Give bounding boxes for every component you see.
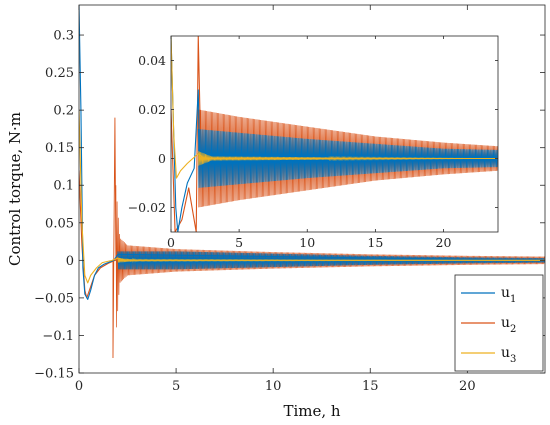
main-y-tick-label: 0.3 <box>53 29 74 44</box>
y-axis-label: Control torque, N·m <box>6 112 24 266</box>
legend-item-u1: u1 <box>461 285 516 305</box>
main-y-tick-label: 0.2 <box>53 104 74 119</box>
legend-label-u1: u1 <box>501 285 516 305</box>
legend-label-base: u <box>501 285 510 301</box>
legend-label-base: u <box>501 345 510 361</box>
main-series-u3 <box>79 110 545 284</box>
x-axis-label: Time, h <box>283 402 340 420</box>
inset-x-tick-label: 10 <box>299 235 315 250</box>
main-y-tick-label: −0.1 <box>42 329 74 344</box>
inset-plot-area <box>171 36 498 232</box>
legend-item-u3: u3 <box>461 345 516 365</box>
inset-x-tick-label: 0 <box>167 235 175 250</box>
inset-x-tick-label: 15 <box>367 235 383 250</box>
legend-item-u2: u2 <box>461 315 516 335</box>
legend-label-base: u <box>501 315 510 331</box>
main-y-tick-label: 0.05 <box>45 216 74 231</box>
main-x-tick-label: 0 <box>75 379 83 394</box>
inset-axes: 0 5 10 15 20 −0.02 0 0.02 0.04 <box>128 35 499 250</box>
inset-series-u3 <box>171 36 498 179</box>
main-y-tick-label: −0.15 <box>34 367 74 382</box>
inset-y-tick-label: 0 <box>158 151 166 166</box>
main-spike-u2 <box>112 117 117 358</box>
main-x-tick-label: 5 <box>172 379 180 394</box>
inset-x-tick-label: 5 <box>235 235 243 250</box>
legend-label-subscript: 3 <box>510 354 516 365</box>
main-y-tick-label: 0.25 <box>45 66 74 81</box>
inset-frame <box>170 35 499 233</box>
inset-y-tick-label: 0.04 <box>138 53 166 68</box>
inset-line-u3 <box>171 36 498 179</box>
inset-x-tick-label: 20 <box>436 235 452 250</box>
main-y-tick-label: 0.15 <box>45 141 74 156</box>
main-y-tick-label: 0 <box>66 254 74 269</box>
main-x-tick-label: 10 <box>265 379 282 394</box>
legend-label-u2: u2 <box>501 315 516 335</box>
inset-line-u1 <box>171 36 498 232</box>
legend-label-subscript: 2 <box>510 324 516 335</box>
main-x-tick-label: 15 <box>362 379 379 394</box>
legend-label-u3: u3 <box>501 345 516 365</box>
main-y-tick-label: −0.05 <box>34 291 74 306</box>
legend-label-subscript: 1 <box>510 294 516 305</box>
main-frame <box>78 4 546 374</box>
inset-y-tick-label: −0.02 <box>128 200 166 215</box>
main-line-u3 <box>79 110 545 284</box>
main-x-tick-label: 20 <box>459 379 476 394</box>
inset-y-tick-label: 0.02 <box>138 102 166 117</box>
main-plot-area <box>79 5 545 358</box>
main-y-tick-label: 0.1 <box>53 179 74 194</box>
